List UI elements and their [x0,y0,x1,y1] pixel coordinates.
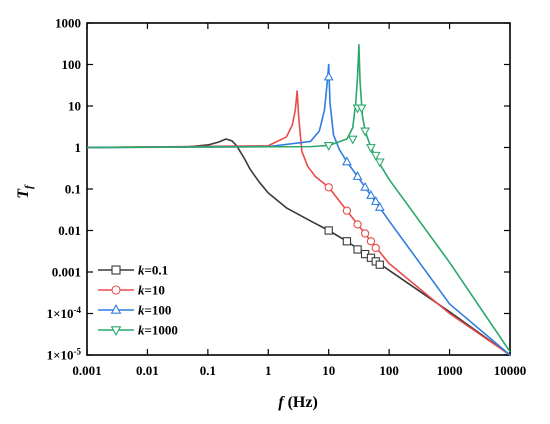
y-tick-label: 10 [68,99,81,114]
axis-ticks: 0.001 0.01 0.1 1 10 100 1000 10000 1000 100 10 1 0.1… [47,16,527,379]
series-k=100 [86,63,511,356]
data-marker [324,226,333,235]
data-marker [360,127,370,137]
legend-item: k=10 [98,283,165,298]
y-tick-label: 0.01 [58,223,81,238]
x-axis-title: f (Hz) [278,394,318,411]
data-marker [110,326,122,336]
y-tick-label: 1000 [55,16,81,31]
data-marker [353,245,362,254]
legend-item: k=0.1 [98,263,168,278]
y-tick-label: 100 [62,57,82,72]
y-tick-label: 0.001 [52,265,81,280]
legend-label: k=10 [138,283,165,298]
data-marker [366,144,376,153]
data-marker [323,71,334,81]
data-marker [342,156,352,166]
series-line [86,90,511,356]
legend-label: k=1000 [138,323,178,338]
y-tick-label: 1×10-5 [47,347,82,363]
data-marker [353,220,362,229]
legend-label: k=100 [138,303,171,318]
data-marker [370,196,381,205]
data-marker [374,201,385,211]
data-marker [342,206,352,215]
data-marker [110,304,122,314]
data-marker [356,104,367,114]
y-tick-label: 0.1 [65,182,81,197]
data-marker [323,142,334,151]
y-axis-title: Tf [15,184,35,199]
data-marker [360,229,370,238]
data-marker [360,181,370,191]
x-tick-label: 0.1 [200,363,216,378]
series-k=0.1 [86,138,511,356]
series-layer [86,43,511,356]
legend-item: k=1000 [98,323,178,338]
data-marker [324,183,333,192]
data-marker [371,243,380,253]
data-marker [366,189,376,199]
legend: k=0.1 k=10 k=100 k=1000 [98,263,178,338]
data-marker [352,171,363,180]
series-k=1000 [86,43,511,353]
x-tick-label: 100 [379,363,399,378]
y-tick-label: 1×10-4 [47,305,82,321]
data-marker [342,237,352,246]
x-tick-label: 10000 [494,363,527,378]
x-tick-label: 1000 [437,363,463,378]
legend-item: k=100 [98,303,171,318]
data-marker [374,158,385,168]
data-marker [347,135,358,145]
series-k=10 [86,90,511,356]
x-tick-label: 0.01 [136,363,159,378]
series-line [86,43,511,353]
x-tick-label: 0.001 [72,363,101,378]
data-marker [370,151,381,161]
data-marker [366,237,376,246]
x-tick-label: 1 [265,363,272,378]
legend-label: k=0.1 [138,263,168,278]
data-marker [111,285,121,295]
data-marker [111,265,121,275]
x-tick-label: 10 [322,363,335,378]
data-marker [375,260,384,269]
y-tick-label: 1 [75,140,82,155]
